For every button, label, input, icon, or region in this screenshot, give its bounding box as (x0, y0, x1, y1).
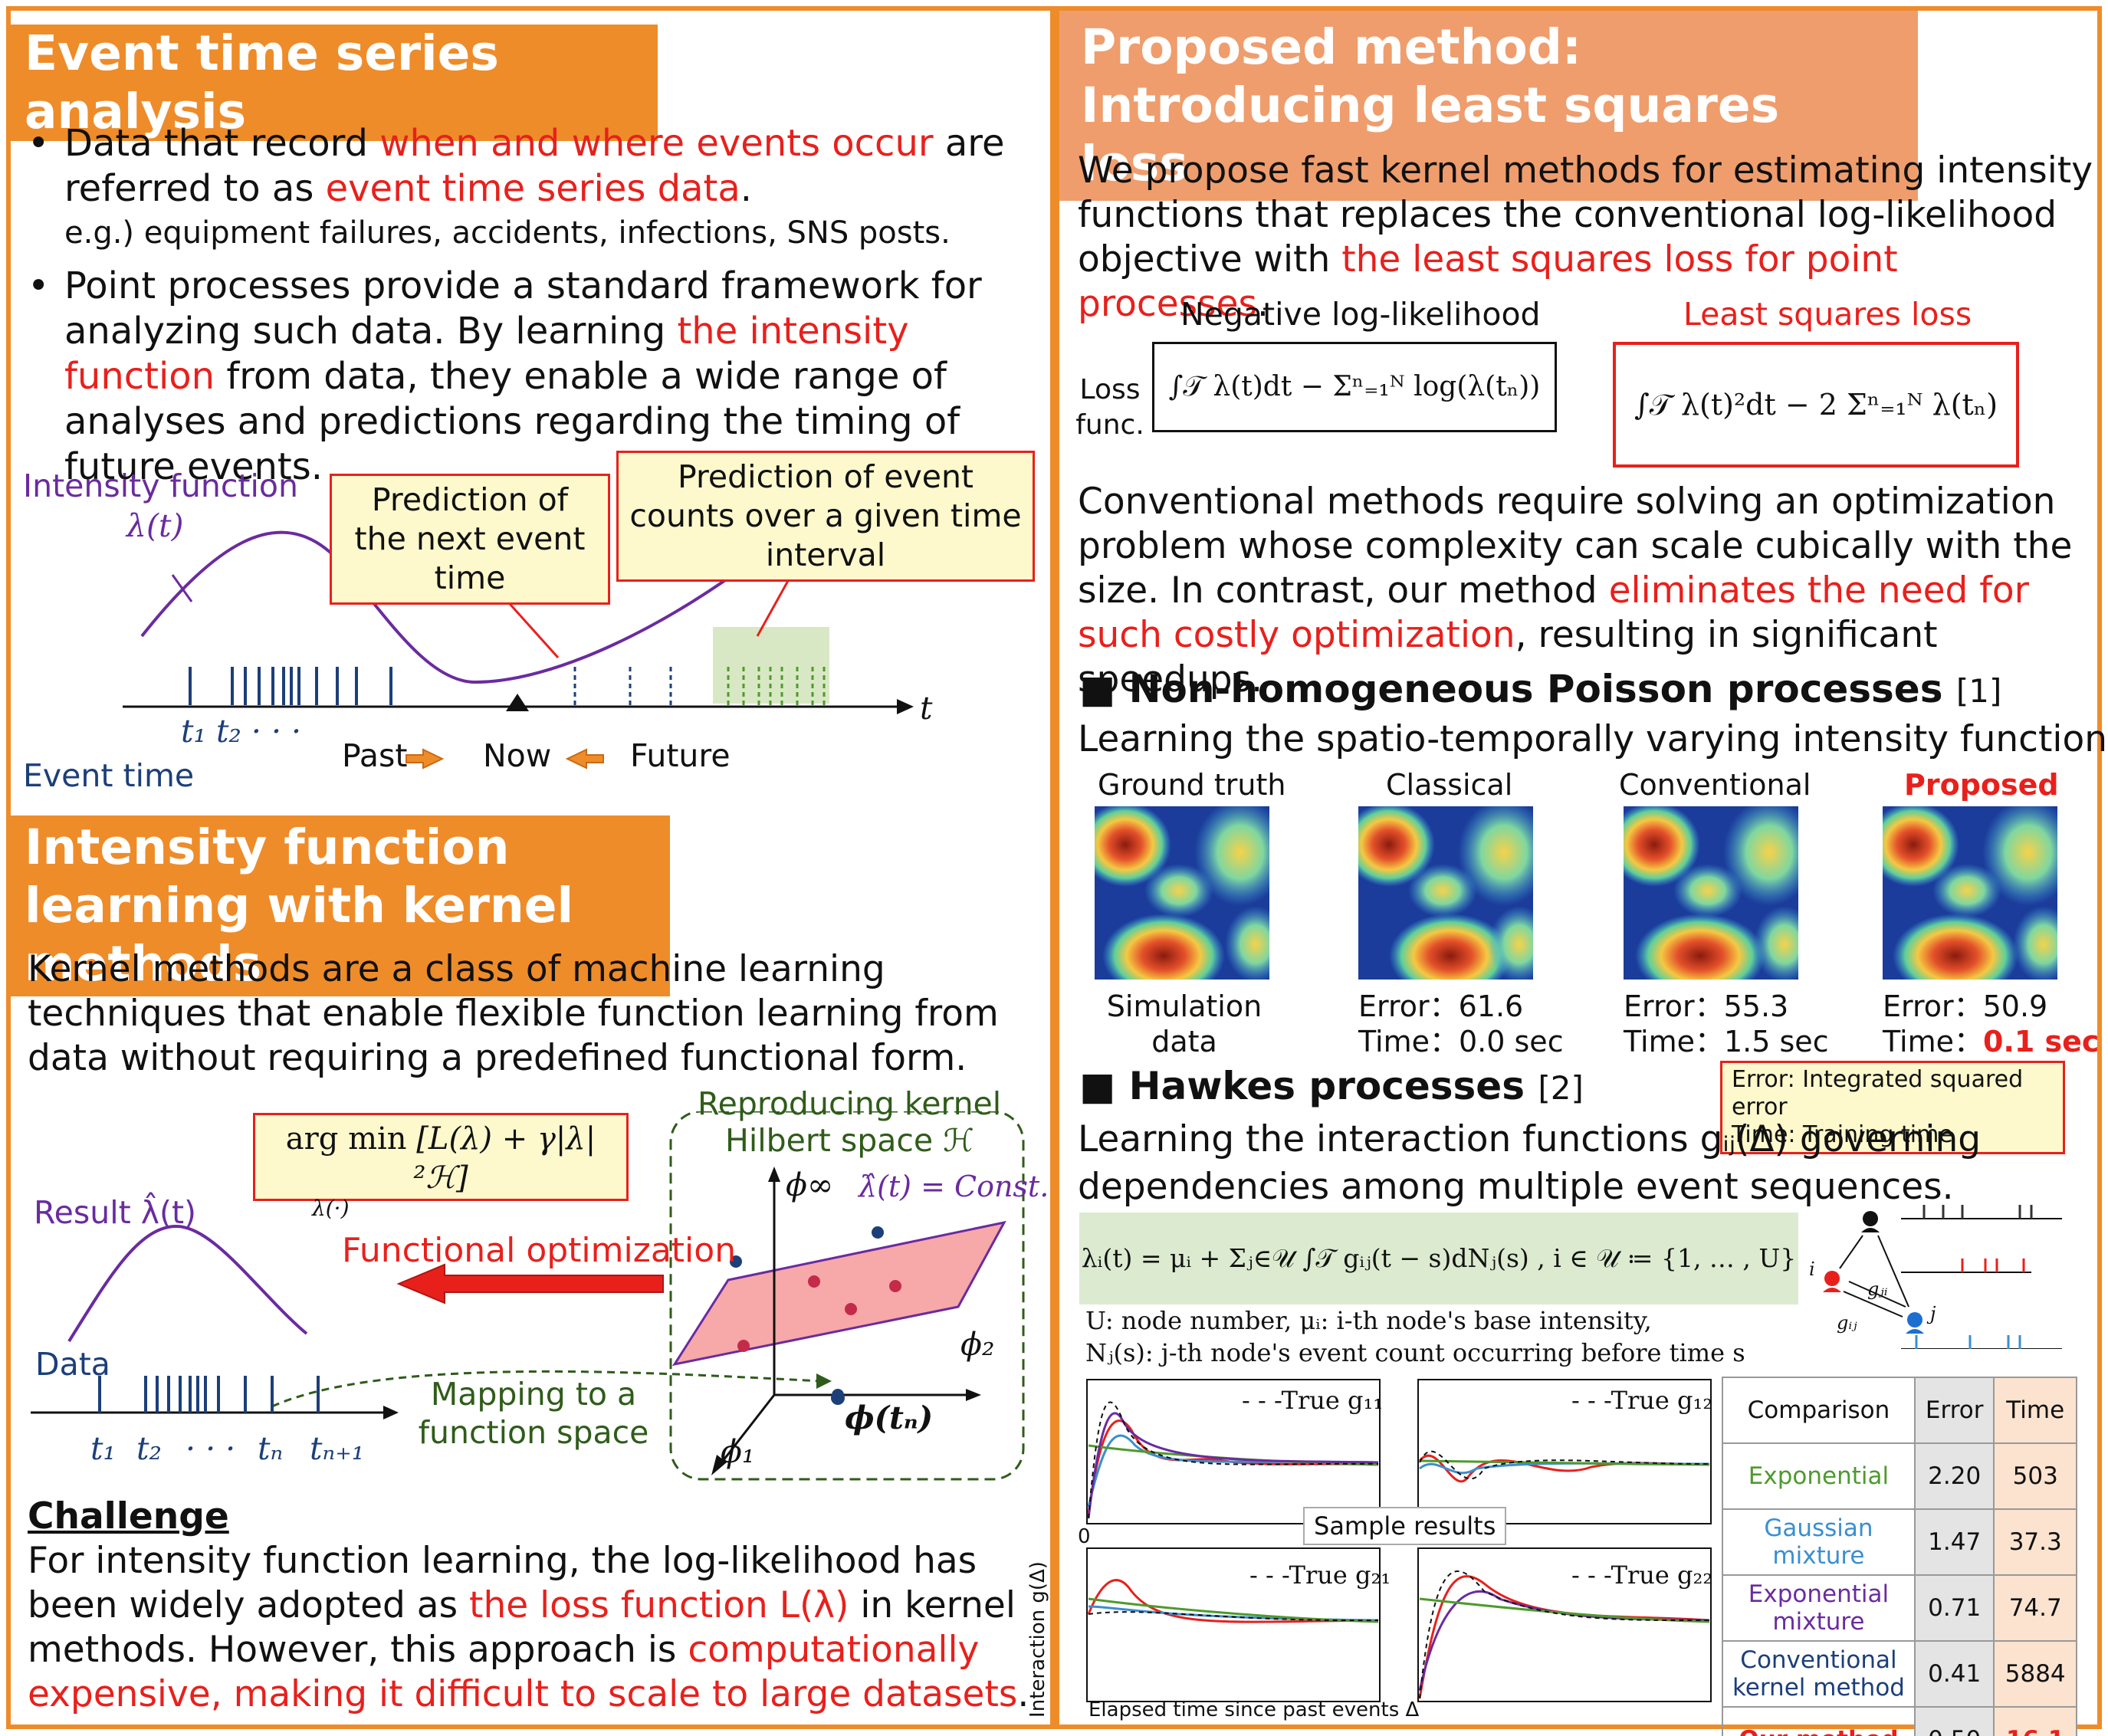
hawkes-sample-plots (1086, 1379, 1712, 1702)
table-header-comparison: Comparison (1722, 1377, 1916, 1444)
net-label-j: j (1930, 1303, 1936, 1324)
panel-caption-ground-truth: Simulation data (1106, 989, 1263, 1058)
panel-title-conventional: Conventional (1619, 768, 1811, 802)
event-time-label: Event time (23, 757, 195, 794)
past-label: Past (342, 737, 408, 774)
prediction-next-event-box: Prediction of the next event time (330, 474, 610, 605)
table-row: Exponential mixture 0.71 74.7 (1722, 1574, 2077, 1642)
ls-title: Least squares loss (1683, 296, 1972, 333)
result-lambda-hat-label: Result λ̂(t) (34, 1194, 197, 1231)
true-g22-label: - - -True g₂₂ (1571, 1560, 1713, 1590)
data-tick-2: t₂ (136, 1430, 162, 1467)
ls-formula-box: ∫𝒯 λ(t)²dt − 2 Σⁿ₌₁ᴺ λ(tₙ) (1613, 342, 2019, 468)
heatmap-ground-truth (1095, 806, 1269, 980)
hawkes-network-diagram (1823, 1205, 2062, 1349)
argmin-objective-box: arg min [L(λ) + γ|λ|²ℋ] λ(·) (253, 1113, 629, 1219)
panel-caption-conventional: Error：55.3 Time：1.5 sec (1624, 989, 1829, 1058)
now-label: Now (483, 737, 552, 774)
proposed-intro-text: We propose fast kernel methods for estim… (1078, 149, 2093, 325)
section-header-kernel-methods: Intensity function learning with kernel … (6, 815, 670, 996)
data-tick-n1: tₙ₊₁ (310, 1430, 365, 1467)
lambda-t-label: λ(t) (126, 507, 184, 544)
bullet-event-data: • Data that record when and where events… (28, 122, 1005, 251)
loss-func-label: Loss func. (1075, 374, 1144, 441)
kernel-intro-text: Kernel methods are a class of machine le… (28, 948, 999, 1079)
plot-xlabel: Elapsed time since past events Δ (1088, 1698, 1420, 1721)
panel-caption-proposed: Error：50.9 Time：0.1 sec (1883, 989, 2100, 1058)
hawkes-title: ■ Hawkes processes [2] (1079, 1064, 1584, 1108)
heatmap-proposed (1883, 806, 2057, 980)
phi-tn-label: ϕ(tₙ) (845, 1400, 934, 1436)
intensity-curve (140, 530, 776, 684)
prediction-event-counts-box: Prediction of event counts over a given … (616, 451, 1035, 582)
rkhs-label-2: Hilbert space ℋ (725, 1122, 974, 1159)
kernel-method-figure (31, 1111, 1025, 1481)
table-row: Gaussian mixture 1.47 37.3 (1722, 1508, 2077, 1576)
comparison-table: Comparison Error Time Exponential 2.20 5… (1722, 1377, 2077, 1736)
rkhs-region (669, 1111, 1025, 1481)
net-label-gji: gⱼᵢ (1867, 1278, 1888, 1300)
hawkes-formula-box: λᵢ(t) = μᵢ + Σⱼ∈𝒰 ∫𝒯 gᵢⱼ(t − s)dNⱼ(s) , … (1079, 1213, 1798, 1304)
phi-2-label: ϕ₂ (960, 1326, 995, 1363)
plot-zero-label: 0 (1078, 1525, 1091, 1548)
error-time-callout: Error: Integrated squared error Time: Tra… (1720, 1061, 2065, 1154)
challenge-text: For intensity function learning, the log… (28, 1540, 1029, 1715)
net-label-gij: gᵢⱼ (1837, 1312, 1857, 1334)
data-tick-n: tₙ (258, 1430, 284, 1467)
conventional-text: Conventional methods require solving an … (1078, 481, 2073, 701)
panel-caption-classical: Error：61.6 Time：0.0 sec (1358, 989, 1564, 1058)
nll-formula-box: ∫𝒯 λ(t)dt − Σⁿ₌₁ᴺ log(λ(tₙ)) (1152, 342, 1557, 432)
table-header-error: Error (1913, 1377, 1995, 1444)
bullet-point-processes: • Point processes provide a standard fra… (28, 264, 982, 488)
panel-title-proposed: Proposed (1904, 768, 2059, 802)
true-g12-label: - - -True g₁₂ (1571, 1386, 1713, 1415)
true-g11-label: - - -True g₁₁ (1242, 1386, 1384, 1415)
heatmap-classical (1358, 806, 1533, 980)
functional-optimization-arrow (396, 1263, 664, 1304)
hawkes-note-2: Nⱼ(s): j-th node's event count occurring… (1085, 1338, 1745, 1367)
panel-title-ground-truth: Ground truth (1098, 768, 1286, 802)
sample-results-label: Sample results (1303, 1507, 1507, 1545)
hawkes-desc-2: dependencies among multiple event sequen… (1078, 1166, 1954, 1208)
phi-1-label: ϕ₁ (721, 1433, 755, 1470)
functional-optimization-label: Functional optimization (342, 1231, 737, 1270)
panel-title-classical: Classical (1386, 768, 1513, 802)
table-row: Our method 0.50 16.1 (1722, 1706, 2077, 1736)
hawkes-desc-1: Learning the interaction functions gᵢⱼ(Δ… (1078, 1118, 1982, 1160)
lambda-const-label: λ̂(t) = Const. (859, 1170, 1049, 1203)
t-axis-label: t (920, 690, 933, 727)
intensity-function-label: Intensity function (23, 468, 298, 504)
proposed-method-header: Proposed method: Introducing least squar… (1059, 11, 1918, 201)
heatmap-conventional (1624, 806, 1798, 980)
table-row: Conventional kernel method 0.41 5884 (1722, 1640, 2077, 1708)
data-label: Data (35, 1346, 110, 1383)
data-tick-dots: · · · (186, 1430, 236, 1467)
nhpp-title: ■ Non-homogeneous Poisson processes [1] (1079, 667, 2002, 711)
section-header-event-time: Event time series analysis (6, 25, 658, 141)
true-g21-label: - - -True g₂₁ (1249, 1560, 1391, 1590)
nhpp-description: Learning the spatio-temporally varying i… (1078, 718, 2108, 760)
challenge-title: Challenge (28, 1495, 229, 1537)
table-row: Exponential 2.20 503 (1722, 1442, 2077, 1510)
hawkes-note-1: U: node number, μᵢ: i-th node's base int… (1085, 1306, 1652, 1335)
mapping-label: Mapping to a function space (418, 1376, 649, 1451)
nll-title: Negative log-likelihood (1180, 296, 1541, 333)
future-label: Future (630, 737, 731, 774)
intensity-timeline-figure (123, 530, 914, 770)
rkhs-label-1: Reproducing kernel (698, 1085, 1002, 1122)
event-time-ticks: t₁ t₂ · · · (181, 713, 302, 750)
table-header-time: Time (1993, 1377, 2077, 1444)
net-label-i: i (1809, 1259, 1815, 1280)
data-tick-1: t₁ (90, 1430, 116, 1467)
phi-infinity-label: ϕ∞ (786, 1167, 834, 1203)
plot-ylabel: Interaction g(Δ) (1026, 1561, 1049, 1718)
